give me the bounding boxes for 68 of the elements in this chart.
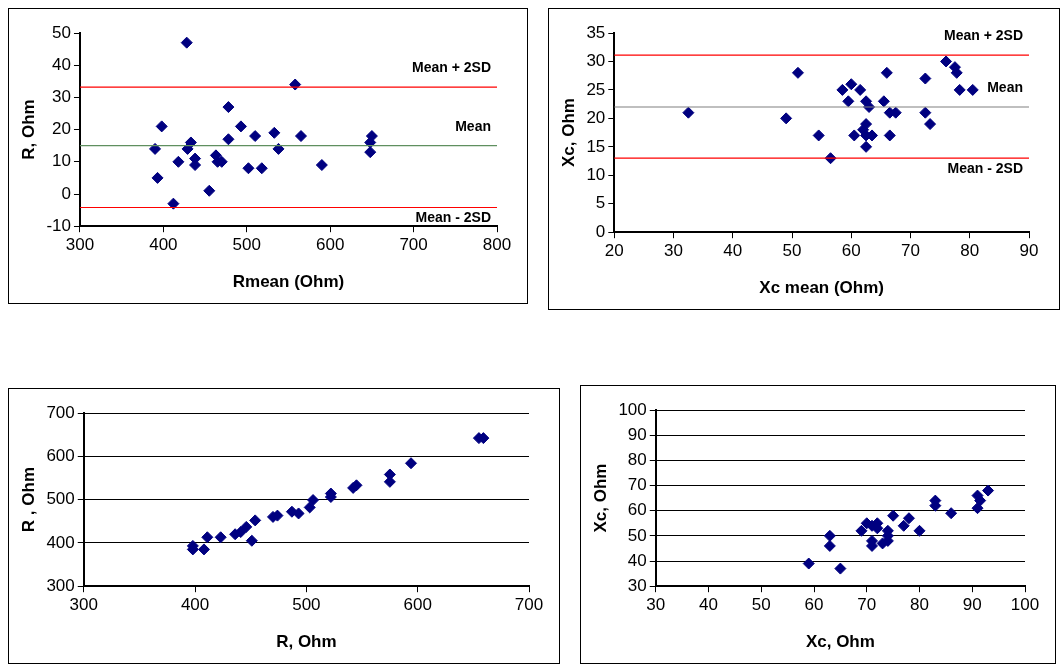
y-axis-title: Xc, Ohm	[558, 98, 578, 168]
y-tick-label: 10	[586, 164, 606, 184]
x-tick-label: 70	[901, 241, 920, 261]
x-tick-label: 90	[1019, 241, 1039, 261]
x-tick-label: 50	[782, 241, 802, 261]
y-tick-label: -10	[46, 215, 71, 235]
x-axis-title: Xc, Ohm	[805, 632, 875, 652]
y-tick-label: 10	[52, 151, 71, 171]
y-axis-title: R , Ohm	[18, 467, 38, 533]
x-tick-label: 300	[69, 595, 98, 615]
y-tick-label: 50	[627, 525, 647, 545]
x-tick-label: 500	[232, 235, 261, 255]
y-tick-label: 30	[627, 575, 647, 595]
x-tick-label: 70	[857, 595, 877, 615]
ref-line-label: Mean - 2SD	[415, 209, 491, 226]
x-tick-label: 30	[646, 595, 666, 615]
y-tick-label: 5	[595, 193, 606, 213]
x-tick-label: 40	[699, 595, 718, 615]
x-axis-title: Rmean (Ohm)	[232, 272, 345, 292]
y-tick-label: 0	[595, 221, 606, 241]
x-tick-label: 90	[962, 595, 982, 615]
x-tick-label: 700	[399, 235, 428, 255]
x-tick-label: 80	[910, 595, 929, 615]
y-tick-label: 20	[586, 108, 606, 128]
y-tick-label: 40	[52, 54, 71, 74]
x-tick-label: 30	[664, 241, 684, 261]
x-tick-label: 400	[149, 235, 178, 255]
x-tick-label: 600	[403, 595, 432, 615]
y-tick-label: 70	[627, 475, 647, 495]
y-tick-label: 700	[46, 402, 75, 422]
y-tick-label: 30	[52, 87, 71, 107]
ref-line-label: Mean - 2SD	[947, 160, 1023, 177]
y-tick-label: 35	[586, 22, 606, 42]
x-tick-label: 500	[292, 595, 321, 615]
y-tick-label: 100	[618, 399, 647, 419]
y-tick-label: 50	[52, 22, 71, 42]
x-tick-label: 300	[65, 235, 95, 255]
x-tick-label: 400	[180, 595, 210, 615]
x-tick-label: 80	[960, 241, 980, 261]
y-tick-label: 500	[46, 489, 75, 509]
x-tick-label: 60	[804, 595, 824, 615]
ref-line-label: Mean	[987, 78, 1023, 95]
ref-line-label: Mean + 2SD	[412, 58, 491, 75]
x-tick-label: 800	[482, 235, 512, 255]
x-tick-label: 50	[751, 595, 771, 615]
x-tick-label: 40	[723, 241, 743, 261]
y-tick-label: 40	[627, 550, 647, 570]
y-axis-title: R, Ohm	[18, 99, 38, 160]
y-axis-title: Xc, Ohm	[590, 463, 610, 533]
y-tick-label: 80	[627, 450, 647, 470]
x-tick-label: 600	[316, 235, 345, 255]
y-tick-label: 30	[586, 51, 606, 71]
y-tick-label: 25	[586, 79, 606, 99]
y-tick-label: 60	[627, 500, 647, 520]
x-tick-label: 100	[1010, 595, 1040, 615]
x-axis-title: R, Ohm	[276, 632, 337, 652]
y-tick-label: 400	[46, 532, 75, 552]
x-axis-title: Xc mean (Ohm)	[759, 278, 885, 298]
x-tick-label: 700	[514, 595, 544, 615]
y-tick-label: 90	[627, 424, 647, 444]
y-tick-label: 20	[52, 119, 71, 139]
y-tick-label: 15	[586, 136, 606, 156]
ref-line-label: Mean + 2SD	[944, 27, 1023, 44]
x-tick-label: 60	[841, 241, 861, 261]
y-tick-label: 600	[46, 445, 75, 465]
y-tick-label: 0	[61, 183, 71, 203]
ref-line-label: Mean	[455, 117, 491, 134]
y-tick-label: 300	[46, 575, 75, 595]
